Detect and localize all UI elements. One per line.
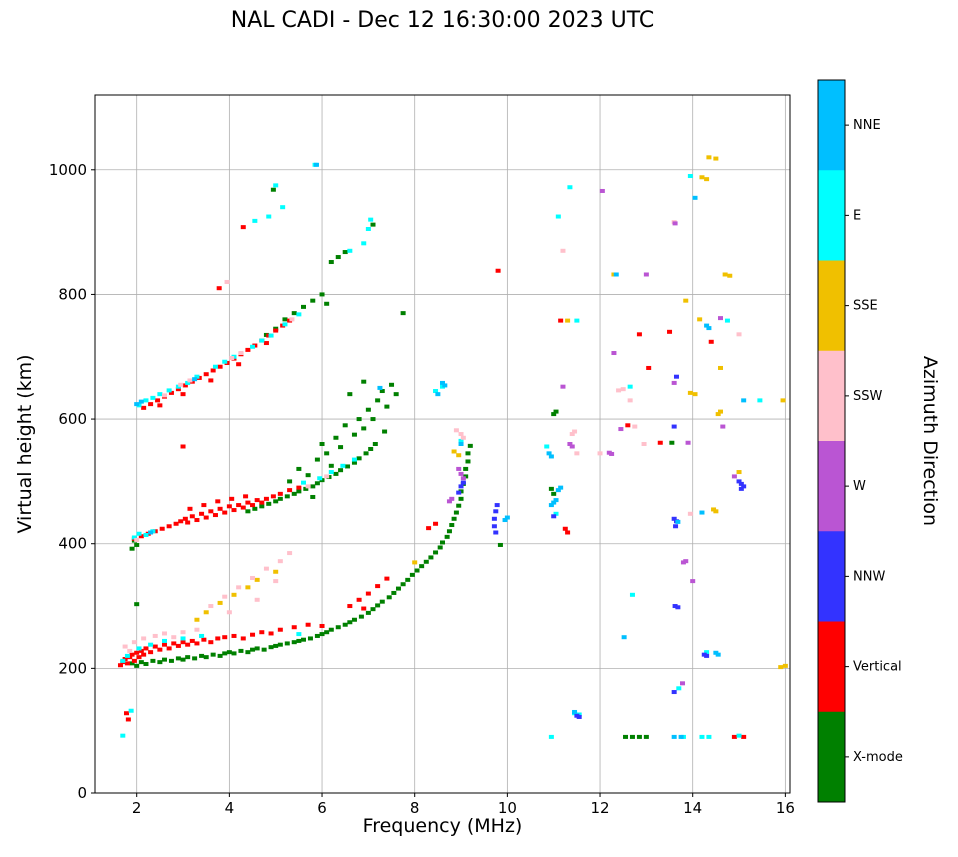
colorbar-label-vertical: Vertical <box>853 660 902 675</box>
colorbar-label-nne: NNE <box>853 118 881 133</box>
colorbar-label-nnw: NNW <box>853 569 885 584</box>
y-tick-label: 200 <box>58 659 87 677</box>
x-tick-label: 12 <box>590 799 609 817</box>
colorbar-segment-sse <box>818 260 845 352</box>
colorbar-segment-w <box>818 441 845 532</box>
y-tick-label: 400 <box>58 535 87 553</box>
colorbar-label-e: E <box>853 208 861 223</box>
axis-ticks: 2 4 6 8 10 12 14 16 0 200 400 600 800 1000 <box>49 161 795 817</box>
colorbar-label-xmode: X-mode <box>853 750 903 765</box>
x-tick-label: 10 <box>498 799 517 817</box>
plot-frame <box>94 94 791 794</box>
x-tick-label: 4 <box>225 799 235 817</box>
colorbar-label-ssw: SSW <box>853 389 883 404</box>
x-tick-label: 6 <box>317 799 327 817</box>
colorbar-frame <box>817 79 846 803</box>
colorbar-segment-e <box>818 170 845 261</box>
scatter-series-e <box>120 162 763 739</box>
colorbar-segment-xmode <box>818 711 845 803</box>
gridlines <box>95 95 790 794</box>
y-tick-label: 0 <box>77 784 87 802</box>
y-tick-label: 600 <box>58 410 87 428</box>
scatter-series-vertical <box>117 225 747 739</box>
colorbar-label-w: W <box>853 479 866 494</box>
x-axis-label: Frequency (MHz) <box>362 815 523 837</box>
y-tick-label: 800 <box>58 285 87 303</box>
x-tick-label: 8 <box>410 799 420 817</box>
x-tick-label: 16 <box>776 799 795 817</box>
x-tick-label: 2 <box>132 799 142 817</box>
scatter-series-nnw <box>456 374 747 719</box>
colorbar-axis-label: Azimuth Direction <box>919 355 941 527</box>
scatter-series-sse <box>194 155 788 670</box>
colorbar-segment-nnw <box>818 531 845 622</box>
colorbar-segment-vertical <box>818 621 845 713</box>
colorbar-label-sse: SSE <box>853 299 878 314</box>
scatter-series-w <box>446 188 737 686</box>
scatter-series-nne <box>134 162 747 739</box>
colorbar-segment-ssw <box>818 350 845 442</box>
y-tick-label: 1000 <box>49 161 87 179</box>
scatter-series-ssw <box>122 220 742 653</box>
chart-title: NAL CADI - Dec 12 16:30:00 2023 UTC <box>230 8 655 33</box>
scatter-series-xmode <box>129 187 675 739</box>
x-tick-label: 14 <box>683 799 702 817</box>
colorbar-segment-nne <box>818 80 845 171</box>
y-axis-label: Virtual height (km) <box>14 354 36 534</box>
